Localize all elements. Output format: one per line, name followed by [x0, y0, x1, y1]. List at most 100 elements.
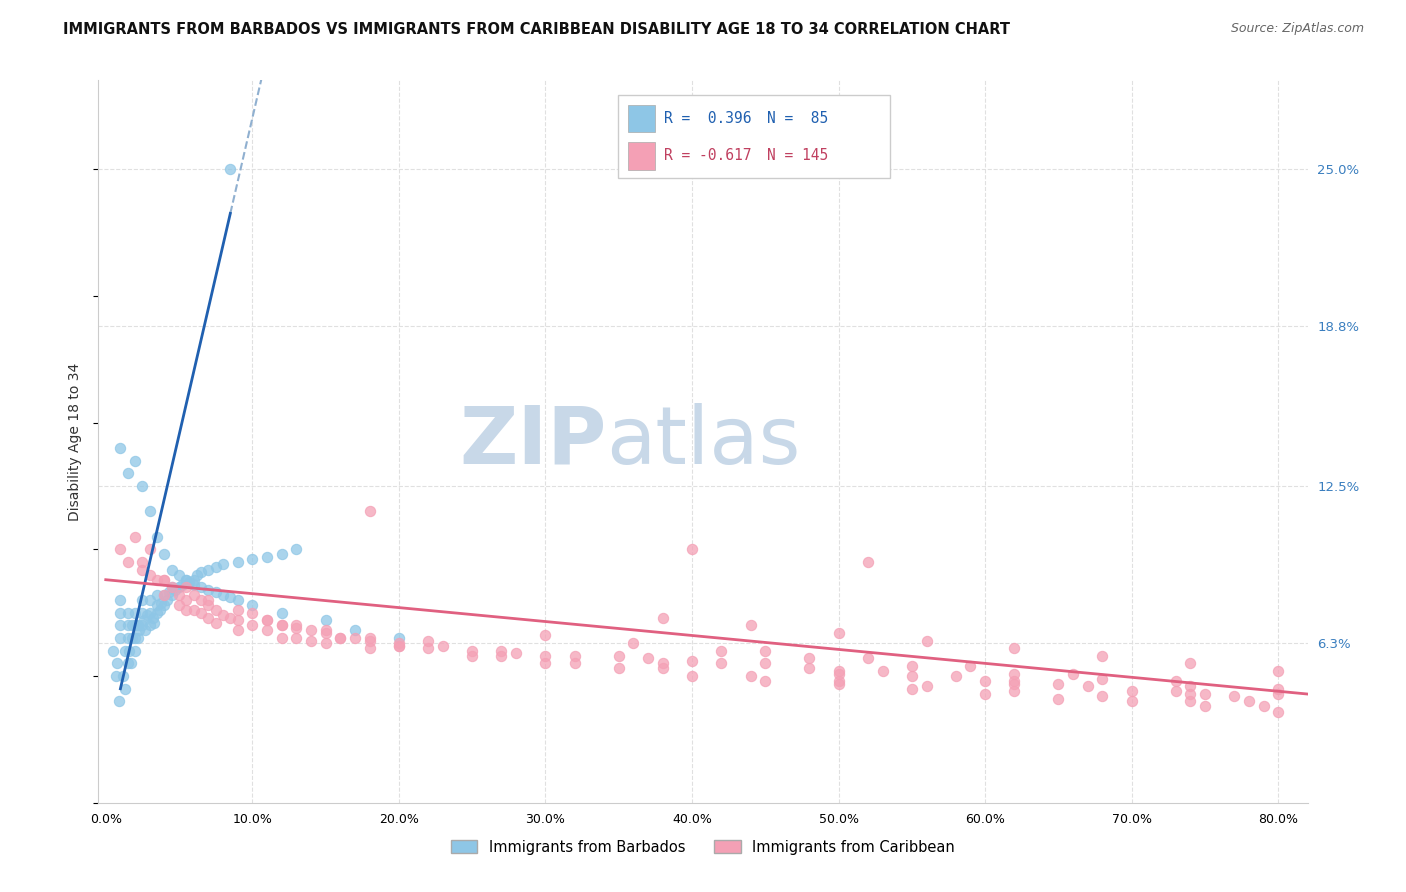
Point — [754, 643, 776, 657]
Point — [226, 555, 249, 569]
Point — [176, 603, 198, 617]
Point — [299, 633, 322, 648]
Point — [1091, 648, 1114, 663]
Point — [190, 565, 212, 579]
Point — [1047, 676, 1070, 690]
Point — [183, 578, 205, 592]
Point — [124, 618, 146, 632]
Text: N = 145: N = 145 — [768, 148, 828, 163]
Point — [212, 608, 235, 623]
Point — [176, 573, 198, 587]
Point — [138, 593, 160, 607]
Point — [1267, 664, 1289, 678]
Point — [146, 530, 169, 544]
Point — [359, 633, 381, 648]
Point — [315, 624, 337, 638]
Point — [1004, 666, 1026, 681]
Point — [157, 585, 180, 599]
Point — [621, 636, 644, 650]
Point — [131, 555, 153, 569]
Point — [226, 624, 249, 638]
Point — [197, 611, 219, 625]
Point — [651, 661, 673, 675]
Point — [651, 611, 673, 625]
Point — [256, 613, 278, 627]
Point — [1267, 705, 1289, 719]
Point — [105, 669, 128, 683]
Point — [131, 618, 153, 632]
Point — [607, 648, 630, 663]
Point — [107, 657, 129, 671]
Point — [117, 606, 139, 620]
Point — [1180, 679, 1202, 693]
Point — [915, 633, 938, 648]
Point — [959, 659, 981, 673]
Point — [110, 542, 132, 557]
Point — [138, 606, 160, 620]
Point — [329, 631, 352, 645]
Point — [710, 657, 733, 671]
Point — [827, 666, 849, 681]
Point — [167, 580, 190, 594]
Point — [121, 618, 143, 632]
Point — [219, 591, 242, 605]
Point — [754, 657, 776, 671]
FancyBboxPatch shape — [619, 95, 890, 178]
Point — [124, 530, 146, 544]
Point — [388, 639, 411, 653]
Point — [1237, 694, 1260, 708]
Point — [149, 603, 172, 617]
Point — [343, 624, 366, 638]
Point — [1091, 672, 1114, 686]
Point — [256, 624, 278, 638]
Point — [681, 542, 703, 557]
Point — [799, 651, 821, 665]
Point — [170, 578, 193, 592]
Text: N =  85: N = 85 — [768, 111, 828, 126]
Point — [132, 613, 155, 627]
Point — [359, 631, 381, 645]
Point — [856, 651, 879, 665]
Point — [240, 598, 263, 612]
Point — [197, 563, 219, 577]
Point — [204, 603, 226, 617]
Point — [388, 631, 411, 645]
Point — [146, 588, 169, 602]
Point — [135, 608, 157, 623]
Point — [117, 618, 139, 632]
Point — [315, 613, 337, 627]
Point — [1194, 687, 1216, 701]
Point — [160, 580, 183, 594]
Point — [681, 654, 703, 668]
Point — [219, 611, 242, 625]
Point — [1164, 674, 1187, 689]
Point — [240, 618, 263, 632]
Text: atlas: atlas — [606, 402, 800, 481]
Point — [212, 558, 235, 572]
Point — [124, 631, 146, 645]
Point — [1077, 679, 1099, 693]
Point — [827, 674, 849, 689]
Point — [179, 575, 201, 590]
Point — [110, 618, 132, 632]
Point — [197, 598, 219, 612]
Point — [270, 618, 292, 632]
Point — [146, 606, 169, 620]
Text: IMMIGRANTS FROM BARBADOS VS IMMIGRANTS FROM CARIBBEAN DISABILITY AGE 18 TO 34 CO: IMMIGRANTS FROM BARBADOS VS IMMIGRANTS F… — [63, 22, 1011, 37]
Point — [315, 636, 337, 650]
Point — [117, 467, 139, 481]
Point — [110, 593, 132, 607]
Point — [142, 611, 165, 625]
Point — [226, 593, 249, 607]
Point — [285, 542, 308, 557]
Point — [1004, 674, 1026, 689]
Point — [607, 661, 630, 675]
Point — [270, 606, 292, 620]
Point — [359, 641, 381, 656]
Point — [226, 603, 249, 617]
Point — [153, 573, 176, 587]
Point — [270, 618, 292, 632]
Point — [945, 669, 967, 683]
Point — [138, 618, 160, 632]
Point — [146, 573, 169, 587]
